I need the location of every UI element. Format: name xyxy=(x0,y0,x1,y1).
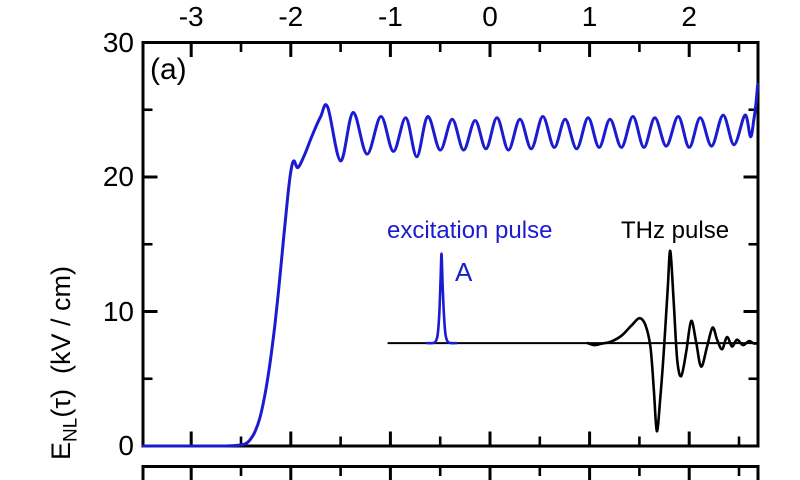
x-tick-label: -3 xyxy=(178,1,204,32)
plot-frame xyxy=(141,41,760,448)
y-axis-units: (τ) (kV / cm) xyxy=(46,266,76,418)
excitation_pulse-curve xyxy=(426,252,458,345)
y-tick-label: 10 xyxy=(102,295,134,327)
panel-label: (a) xyxy=(150,53,187,86)
next-panel-frame xyxy=(141,465,760,480)
excitation-pulse-label: excitation pulse xyxy=(387,217,553,244)
data-curves xyxy=(141,82,760,448)
pulse-amplitude-label: A xyxy=(455,257,473,287)
x-tick-label: 0 xyxy=(482,1,498,32)
axis-ticks xyxy=(144,41,757,480)
x-tick-label: 2 xyxy=(681,1,697,32)
thz-pulse-label: THz pulse xyxy=(621,217,730,244)
main-curve xyxy=(141,82,760,448)
x-tick-label: -2 xyxy=(278,1,304,32)
y-tick-label: 20 xyxy=(102,161,134,192)
thz_pulse-curve xyxy=(586,249,760,433)
y-tick-label: 30 xyxy=(102,26,134,58)
x-tick-label: 1 xyxy=(581,1,598,32)
x-tick-label: -1 xyxy=(377,1,403,32)
y-tick-label: 0 xyxy=(118,430,134,461)
